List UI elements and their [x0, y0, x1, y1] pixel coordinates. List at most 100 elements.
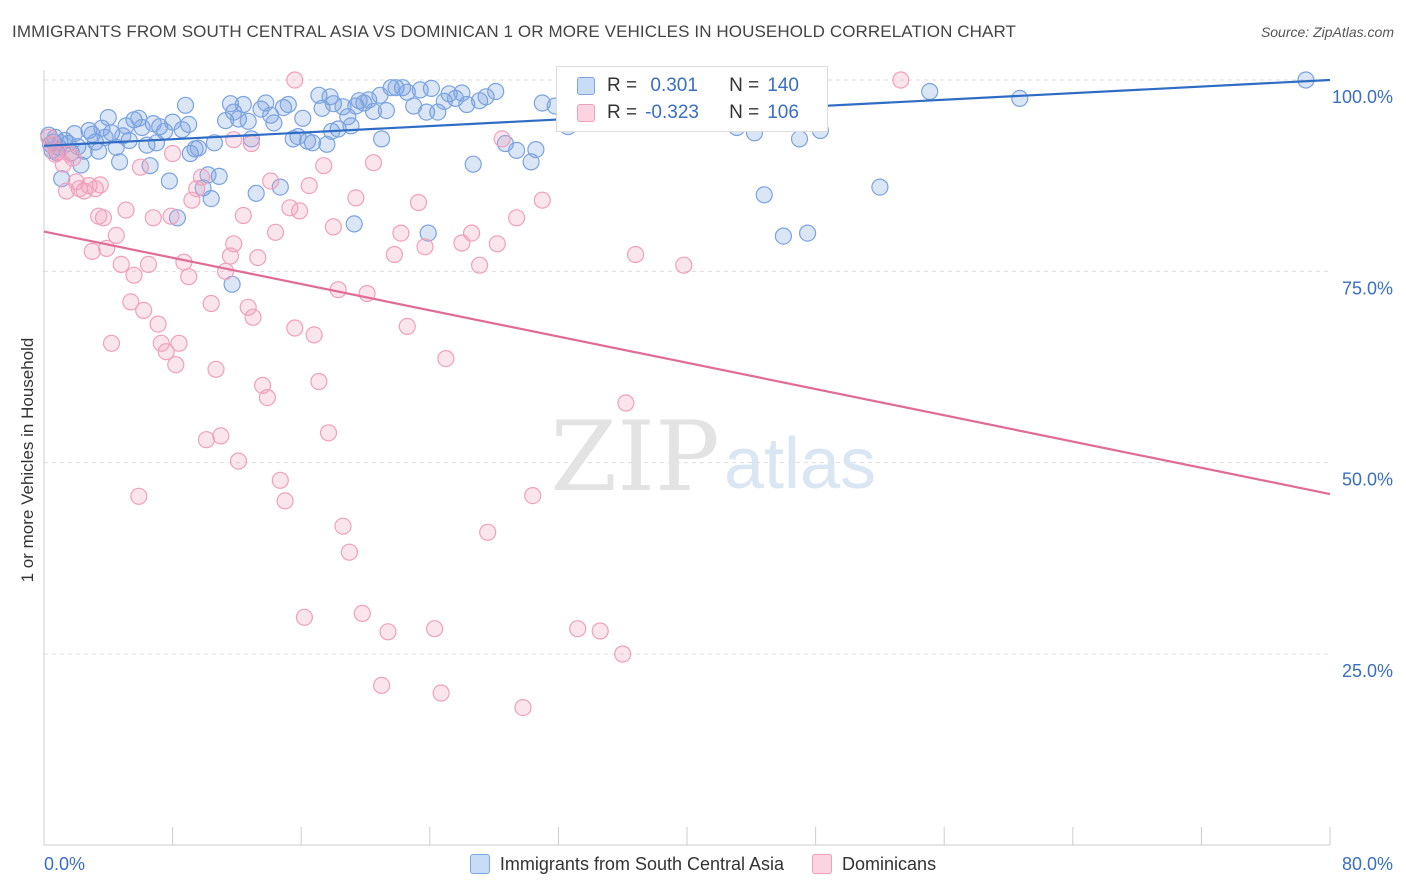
data-point [170, 334, 188, 352]
data-point [258, 389, 276, 407]
data-point [197, 431, 215, 449]
data-point [419, 224, 437, 242]
data-point [373, 676, 391, 695]
stats-legend-row-pink: R = -0.323 N = 106 [557, 100, 799, 126]
stats-legend: R = 0.301 N = 140 R = -0.323 N = 106 [556, 66, 828, 132]
data-point [281, 199, 299, 217]
data-point [353, 604, 371, 623]
data-point [569, 620, 587, 638]
watermark-atlas: atlas [724, 424, 876, 504]
data-point [239, 112, 257, 130]
data-point [527, 141, 545, 159]
data-point [416, 238, 434, 256]
data-point [305, 326, 323, 344]
data-point [398, 317, 416, 335]
data-point [249, 249, 267, 267]
y-tick-label: 100.0% [1332, 87, 1393, 107]
data-point [130, 487, 148, 505]
data-point [493, 130, 511, 148]
watermark-zip: ZIP [550, 401, 719, 513]
data-point [429, 103, 447, 121]
data-point [626, 245, 645, 264]
data-point [379, 623, 397, 641]
legend-item-south-central-asia: Immigrants from South Central Asia [469, 853, 785, 875]
data-point [533, 94, 551, 112]
data-point [437, 350, 455, 368]
data-point [167, 356, 185, 374]
data-point [479, 523, 497, 541]
data-point [507, 209, 526, 227]
chart-title: IMMIGRANTS FROM SOUTH CENTRAL ASIA VS DO… [12, 22, 1017, 41]
data-point [477, 88, 495, 106]
r-label: R = [607, 75, 638, 96]
data-point [377, 101, 395, 120]
data-point [319, 424, 338, 442]
legend-item-dominicans: Dominicans [812, 854, 936, 875]
data-point [334, 98, 352, 116]
data-point [125, 266, 143, 284]
data-point [65, 125, 84, 143]
n-label: N = [729, 75, 760, 96]
data-point [324, 218, 342, 236]
series-dominicans [40, 71, 910, 717]
stats-legend-row-blue: R = 0.301 N = 140 [557, 73, 799, 99]
legend-label: Immigrants from South Central Asia [499, 853, 785, 874]
data-point [54, 155, 72, 173]
data-point [1011, 89, 1029, 108]
data-point [340, 543, 358, 561]
data-point [617, 394, 635, 412]
data-point [202, 294, 220, 313]
data-point [110, 153, 129, 171]
data-point [432, 684, 450, 702]
data-point [286, 71, 304, 89]
data-point [274, 98, 293, 117]
data-point [315, 157, 333, 175]
tick-labels: 25.0% 50.0% 75.0% 100.0% 0.0% 80.0% [44, 87, 1393, 874]
data-point [210, 167, 228, 185]
data-point [364, 102, 383, 121]
data-point [99, 108, 117, 127]
y-tick-label: 75.0% [1342, 278, 1393, 298]
r-value: 0.301 [645, 75, 698, 96]
data-point [276, 492, 294, 510]
series-legend: Immigrants from South Central Asia Domin… [0, 851, 1406, 877]
data-point [464, 155, 482, 173]
data-point [347, 189, 365, 207]
data-point [205, 134, 223, 152]
data-point [102, 334, 121, 352]
data-point [364, 154, 383, 172]
data-point [164, 144, 182, 163]
data-points [40, 71, 1315, 717]
r-value: -0.323 [645, 102, 699, 123]
watermark: ZIP atlas [550, 401, 876, 513]
data-point [229, 452, 248, 470]
data-point [207, 360, 225, 378]
data-point [75, 182, 93, 200]
data-point [189, 139, 207, 157]
data-point [131, 158, 149, 176]
data-point [921, 82, 939, 101]
data-point [180, 268, 198, 286]
data-point [64, 149, 82, 167]
data-point [303, 134, 322, 152]
data-point [345, 215, 363, 233]
data-point [310, 372, 328, 391]
data-point [83, 242, 101, 260]
data-point [122, 293, 140, 311]
data-point [385, 245, 403, 264]
data-point [152, 334, 170, 352]
data-point [192, 168, 211, 186]
r-label: R = [607, 102, 638, 123]
data-point [271, 471, 289, 489]
data-point [247, 184, 265, 202]
data-point [798, 224, 817, 242]
data-point [168, 209, 186, 227]
data-point [300, 177, 318, 195]
data-point [487, 82, 505, 101]
data-point [91, 176, 109, 194]
data-point [286, 319, 304, 337]
data-point [176, 96, 195, 114]
legend-label: Dominicans [842, 853, 937, 874]
pink-swatch [577, 104, 595, 122]
x-tick-label-max: 80.0% [1342, 854, 1393, 874]
